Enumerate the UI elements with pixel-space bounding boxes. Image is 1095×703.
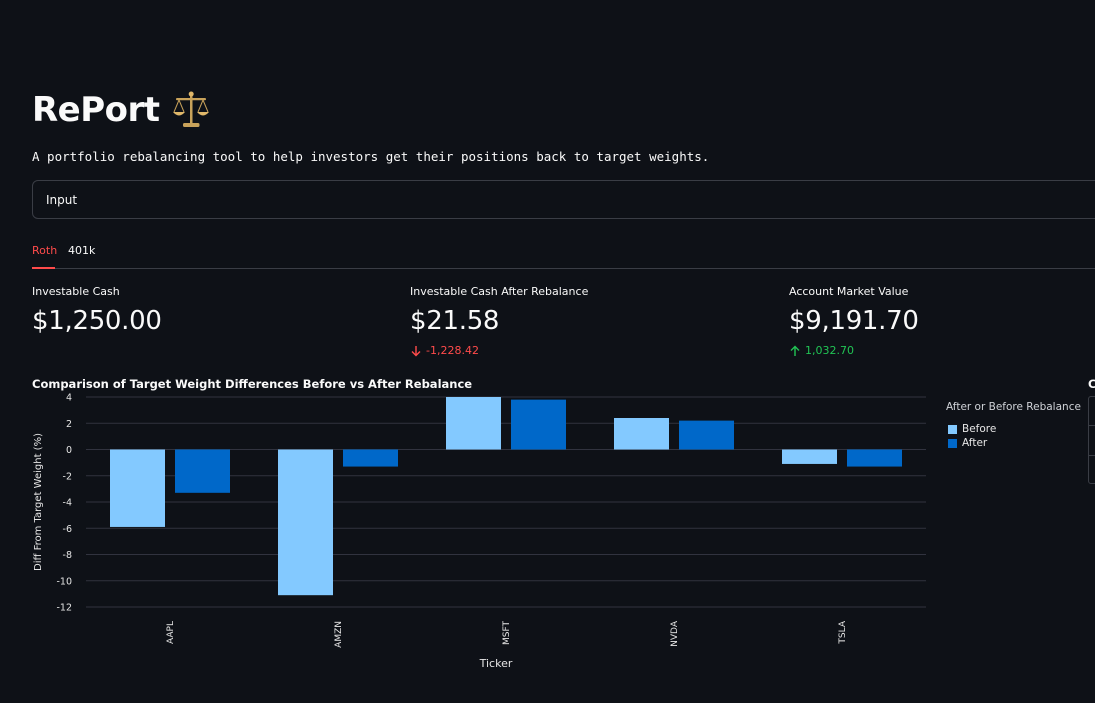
input-expander-label: Input (46, 192, 78, 207)
bar-after-tsla (847, 449, 902, 467)
x-tick-label: NVDA (670, 620, 680, 647)
legend-label-before: Before (962, 423, 997, 435)
metric-delta: 1,032.70 (789, 344, 919, 357)
account-tabs: Roth 401k (32, 238, 1095, 269)
x-tick-label: AMZN (334, 621, 344, 648)
metric-investable-cash: Investable Cash $1,250.00 (32, 285, 162, 336)
metric-label: Investable Cash (32, 285, 120, 298)
metric-cash-after-rebalance: Investable Cash After Rebalance $21.58 -… (410, 285, 588, 357)
input-expander[interactable]: Input (32, 180, 1095, 219)
bar-before-nvda (614, 418, 669, 450)
chart-title: Comparison of Target Weight Differences … (32, 377, 473, 391)
y-tick-label: -2 (63, 471, 72, 482)
active-tab-indicator (32, 267, 55, 269)
bar-before-msft (446, 397, 501, 450)
x-axis-label: Ticker (479, 657, 513, 670)
metric-delta: -1,228.42 (410, 344, 588, 357)
y-tick-label: -8 (63, 550, 72, 561)
metric-delta-value: 1,032.70 (805, 344, 854, 357)
arrow-up-icon (790, 345, 800, 356)
legend-item-after[interactable]: After (948, 437, 987, 449)
target-weight-bar-chart: 4 2 0 -2 -4 -6 -8 -10 -12 Diff From Target Weight… (33, 393, 926, 670)
y-tick-label: 0 (66, 445, 72, 456)
bar-after-msft (511, 399, 566, 450)
legend-label-after: After (962, 437, 988, 449)
page-subtitle: A portfolio rebalancing tool to help inv… (32, 149, 710, 164)
side-panel-table (1088, 396, 1095, 484)
legend-title: After or Before Rebalance (946, 401, 1081, 413)
bar-after-nvda (679, 420, 734, 450)
table-divider (1089, 425, 1095, 426)
bar-before-tsla (782, 449, 837, 464)
bar-after-amzn (343, 449, 398, 467)
tab-401k[interactable]: 401k (68, 244, 96, 257)
y-tick-label: -4 (63, 498, 72, 509)
tab-roth[interactable]: Roth (32, 244, 58, 257)
metric-label: Investable Cash After Rebalance (410, 285, 589, 298)
arrow-down-icon (411, 345, 421, 356)
x-tick-label: TSLA (838, 620, 848, 644)
metric-delta-value: -1,228.42 (426, 344, 479, 357)
metric-value: $9,191.70 (789, 306, 919, 336)
y-tick-label: -12 (56, 603, 72, 614)
legend-swatch-after (948, 438, 957, 448)
y-axis-label: Diff From Target Weight (%) (33, 433, 44, 571)
y-tick-label: -10 (56, 576, 72, 587)
legend-swatch-before (948, 424, 957, 434)
metric-account-market-value: Account Market Value $9,191.70 1,032.70 (789, 285, 919, 357)
y-tick-label: 4 (66, 393, 72, 404)
app-title-text: RePort (32, 90, 160, 130)
metric-value: $1,250.00 (32, 306, 162, 336)
y-tick-label: 2 (66, 419, 72, 430)
x-tick-label: MSFT (502, 621, 512, 645)
page-title: RePort (32, 90, 210, 130)
metric-label: Account Market Value (789, 285, 909, 298)
bar-before-aapl (110, 449, 165, 527)
legend-item-before[interactable]: Before (948, 423, 996, 435)
bar-before-amzn (278, 449, 333, 596)
table-divider (1089, 455, 1095, 456)
metric-value: $21.58 (410, 306, 500, 336)
balance-scale-icon (172, 91, 209, 127)
x-tick-label: AAPL (166, 621, 176, 644)
side-panel-label: C (1088, 377, 1095, 391)
bar-after-aapl (175, 449, 230, 493)
y-tick-label: -6 (63, 524, 72, 535)
